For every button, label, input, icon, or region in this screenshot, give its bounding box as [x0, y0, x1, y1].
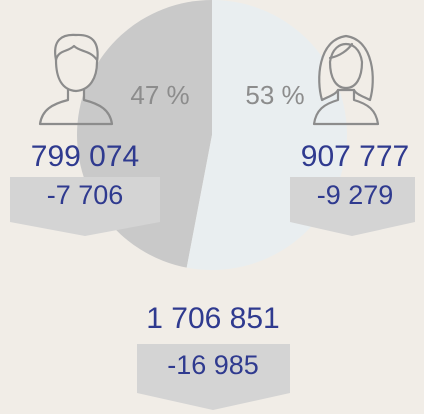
- slice-label: 47 %: [130, 80, 189, 110]
- grand-change: -16 985: [167, 350, 259, 380]
- total: 907 777: [301, 140, 409, 173]
- male-icon: [38, 33, 114, 126]
- female-icon: [312, 34, 380, 126]
- grand-total: 1 706 851: [146, 302, 279, 335]
- slice-label: 53 %: [245, 80, 304, 110]
- change: -9 279: [317, 180, 394, 210]
- change-banner: [290, 177, 415, 236]
- change: -7 706: [47, 180, 124, 210]
- change-banner: [10, 177, 160, 236]
- total: 799 074: [31, 140, 139, 173]
- change-banner: [137, 344, 290, 410]
